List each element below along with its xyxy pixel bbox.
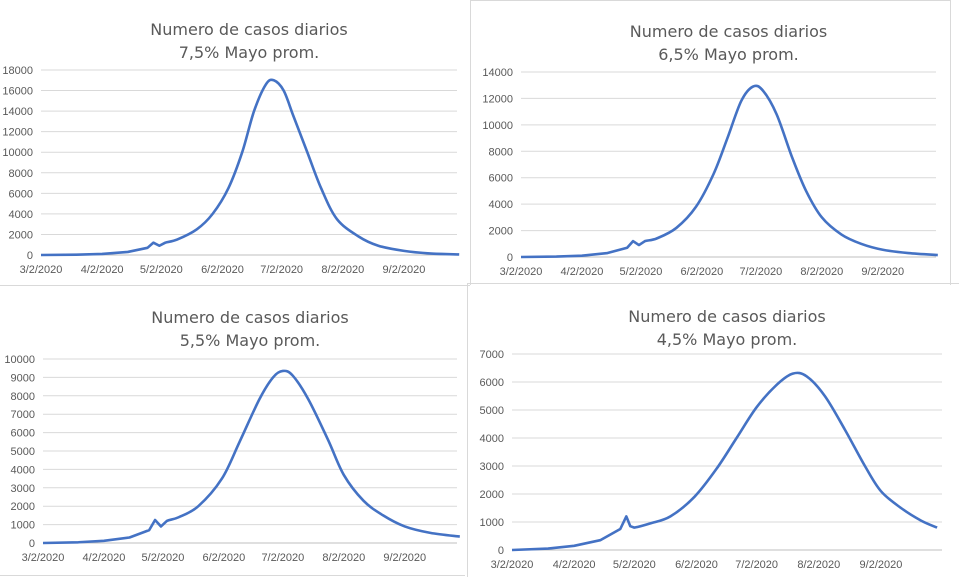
line-chart: 0 1000 2000 3000 4000 5000 6000 7000 3/2/2020 4/2… [480,349,942,571]
y-tick-label: 3000 [11,483,35,495]
x-tick-label: 4/2/2020 [83,552,126,564]
y-tick-label: 4000 [11,464,35,476]
y-tick-label: 18000 [2,65,33,77]
panel-border [0,285,470,286]
y-tick-label: 7000 [11,409,35,421]
y-tick-label: 8000 [11,391,35,403]
y-tick-label: 0 [27,250,33,262]
chart-title: Numero de casos diarios 7,5% Mayo prom. [41,18,457,64]
series-line [520,84,938,259]
y-tick-label: 0 [29,538,35,550]
y-tick-label: 2000 [9,229,33,241]
x-tick-label: 8/2/2020 [797,559,840,571]
x-tick-label: 7/2/2020 [261,552,304,564]
x-tick-label: 8/2/2020 [322,552,365,564]
chart-panel: Numero de casos diarios 5,5% Mayo prom. 0 1… [0,288,466,577]
y-tick-label: 14000 [2,106,33,118]
x-tick-label: 6/2/2020 [680,266,723,278]
panel-border [467,283,468,577]
y-tick-label: 5000 [11,446,35,458]
chart-title-line: 7,5% Mayo prom. [178,43,320,62]
x-tick-label: 3/2/2020 [491,559,534,571]
x-tick-label: 3/2/2020 [20,264,63,276]
y-tick-label: 3000 [480,461,504,473]
x-tick-label: 5/2/2020 [613,559,656,571]
y-tick-label: 9000 [11,372,35,384]
x-tick-label: 7/2/2020 [739,266,782,278]
chart-title-line: Numero de casos diarios [150,20,348,39]
x-tick-label: 3/2/2020 [22,552,65,564]
panel-border [0,575,465,576]
x-tick-label: 9/2/2020 [860,559,903,571]
y-tick-label: 6000 [9,188,33,200]
y-tick-label: 6000 [489,173,513,185]
chart-title: Numero de casos diarios 5,5% Mayo prom. [43,306,457,352]
chart-title-line: Numero de casos diarios [151,308,349,327]
chart-title-line: 4,5% Mayo prom. [656,330,798,349]
x-tick-label: 5/2/2020 [140,264,183,276]
y-tick-label: 12000 [482,93,513,105]
x-tick-label: 8/2/2020 [800,266,843,278]
line-chart: 0 1000 2000 3000 4000 5000 6000 7000 8000 9000 100… [4,354,460,564]
series-line [40,78,460,257]
y-tick-label: 16000 [2,86,33,98]
x-tick-label: 9/2/2020 [383,264,426,276]
x-tick-label: 7/2/2020 [735,559,778,571]
panel-border [470,0,951,1]
x-tick-label: 3/2/2020 [500,266,543,278]
x-tick-label: 7/2/2020 [260,264,303,276]
x-tick-label: 6/2/2020 [675,559,718,571]
chart-panel: Numero de casos diarios 7,5% Mayo prom. 0 2… [0,0,470,285]
y-tick-label: 4000 [480,433,504,445]
chart-panel: Numero de casos diarios 6,5% Mayo prom. 0 2… [470,0,951,285]
x-tick-label: 6/2/2020 [202,552,245,564]
y-tick-label: 2000 [480,489,504,501]
x-tick-label: 5/2/2020 [620,266,663,278]
x-tick-label: 6/2/2020 [201,264,244,276]
chart-title-line: Numero de casos diarios [629,22,828,41]
series-line [511,371,938,552]
y-tick-label: 5000 [480,405,504,417]
chart-title-line: 6,5% Mayo prom. [658,45,799,64]
y-tick-label: 14000 [482,67,513,79]
y-tick-label: 4000 [489,199,513,211]
y-tick-label: 0 [507,252,513,264]
x-tick-label: 9/2/2020 [861,266,904,278]
x-tick-label: 4/2/2020 [561,266,604,278]
y-tick-label: 10000 [2,147,33,159]
x-tick-label: 9/2/2020 [383,552,426,564]
y-tick-label: 2000 [489,226,513,238]
y-tick-label: 7000 [480,349,504,361]
y-tick-label: 2000 [11,501,35,513]
series-line [42,369,460,545]
y-tick-label: 1000 [11,520,35,532]
chart-title-line: Numero de casos diarios [628,307,826,326]
y-tick-label: 1000 [480,517,504,529]
panel-border [950,0,951,285]
panel-border [467,283,959,284]
y-tick-label: 0 [498,545,504,557]
y-tick-label: 4000 [9,209,33,221]
y-tick-label: 6000 [11,428,35,440]
line-chart: 0 2000 4000 6000 8000 10000 12000 14000 16000 180… [2,65,460,276]
chart-panel: Numero de casos diarios 4,5% Mayo prom. 0 1… [467,283,959,577]
y-tick-label: 10000 [482,120,513,132]
y-tick-label: 8000 [489,146,513,158]
chart-title: Numero de casos diarios 4,5% Mayo prom. [512,305,942,351]
panel-border [470,0,471,285]
y-tick-label: 6000 [480,377,504,389]
y-tick-label: 12000 [2,127,33,139]
line-chart: 0 2000 4000 6000 8000 10000 12000 14000 3/2/2020… [482,67,938,278]
x-tick-label: 4/2/2020 [81,264,124,276]
chart-title: Numero de casos diarios 6,5% Mayo prom. [521,20,936,66]
x-tick-label: 5/2/2020 [142,552,185,564]
chart-title-line: 5,5% Mayo prom. [179,331,321,350]
y-tick-label: 10000 [4,354,35,366]
x-tick-label: 8/2/2020 [321,264,364,276]
y-tick-label: 8000 [9,168,33,180]
x-tick-label: 4/2/2020 [553,559,596,571]
